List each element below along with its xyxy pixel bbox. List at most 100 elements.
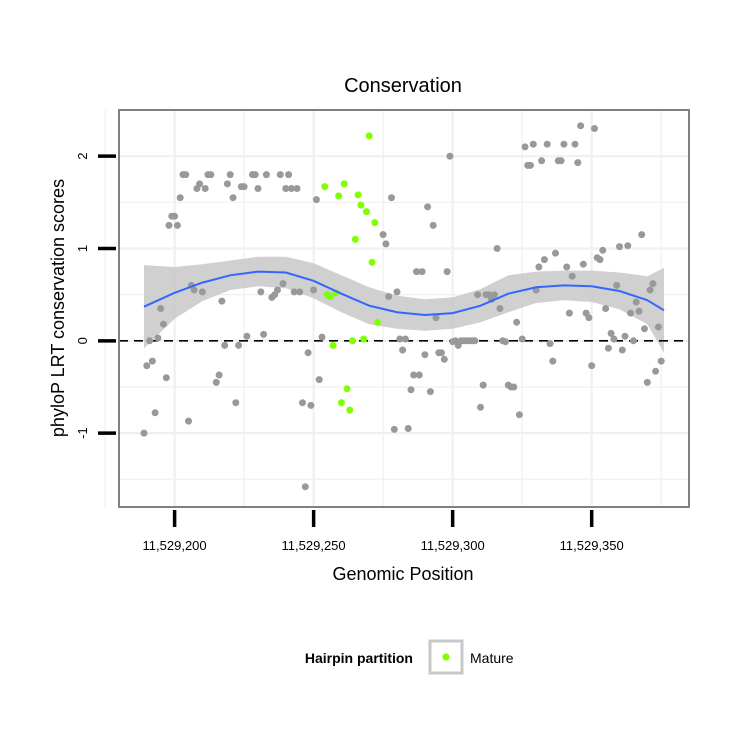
gray-point-30	[226, 171, 234, 179]
gray-point-152	[629, 337, 637, 345]
gray-point-51	[290, 288, 298, 296]
gray-point-71	[404, 425, 412, 432]
mature-point-11	[351, 235, 359, 243]
mature-point-2	[326, 293, 334, 300]
gray-point-57	[307, 401, 315, 409]
mature-point-14	[360, 335, 368, 343]
gray-point-98	[479, 381, 487, 389]
gray-point-54	[299, 399, 306, 407]
gray-point-123	[549, 357, 557, 365]
gray-point-63	[382, 240, 390, 248]
gray-point-151	[627, 309, 635, 317]
gray-point-67	[393, 288, 401, 296]
gray-point-77	[421, 351, 429, 359]
gray-point-103	[493, 245, 501, 252]
x-tick-label-1: 11,529,250	[282, 538, 346, 553]
gray-point-146	[613, 281, 621, 289]
gray-point-0	[140, 429, 148, 437]
gray-point-48	[282, 185, 290, 192]
gray-point-65	[388, 194, 395, 202]
gray-point-64	[385, 293, 393, 300]
legend-title: Hairpin partition	[305, 650, 413, 666]
gray-point-127	[560, 140, 568, 148]
gray-point-28	[221, 341, 229, 349]
mature-point-10	[349, 337, 357, 345]
gray-point-6	[157, 305, 165, 312]
grid-lines	[104, 109, 689, 507]
gray-point-149	[621, 332, 629, 340]
gray-point-80	[429, 221, 437, 229]
chart-title: Conservation	[344, 75, 462, 97]
gray-point-68	[396, 335, 404, 343]
gray-point-22	[201, 185, 209, 192]
gray-point-52	[293, 185, 301, 192]
gray-point-33	[235, 341, 243, 349]
confidence-band	[144, 256, 664, 353]
mature-point-16	[365, 132, 373, 140]
gray-point-29	[223, 180, 231, 188]
gray-point-162	[657, 357, 665, 365]
y-axis: -1 0 1 2	[75, 153, 116, 439]
gray-point-97	[477, 403, 484, 411]
mature-point-12	[354, 191, 362, 199]
gray-point-130	[568, 272, 576, 280]
gray-point-126	[557, 157, 565, 165]
gray-point-59	[312, 196, 320, 204]
mature-point-17	[368, 258, 376, 266]
gray-point-157	[643, 378, 651, 386]
gray-point-133	[577, 122, 585, 130]
x-axis: 11,529,200 11,529,250 11,529,300 11,529,350	[143, 510, 624, 553]
gray-point-16	[185, 417, 192, 425]
gray-point-131	[571, 140, 579, 148]
x-tick-label-0: 11,529,200	[143, 538, 207, 553]
gray-point-53	[296, 288, 304, 296]
gray-point-41	[260, 330, 268, 338]
gray-point-144	[607, 329, 615, 337]
gray-point-75	[415, 371, 423, 379]
y-axis-title: phyloP LRT conservation scores	[48, 179, 68, 437]
gray-point-156	[641, 325, 648, 333]
gray-point-129	[565, 309, 573, 317]
gray-point-121	[543, 140, 551, 148]
gray-point-46	[276, 171, 284, 179]
gray-point-20	[196, 180, 204, 188]
gray-point-96	[474, 291, 482, 299]
gray-point-11	[171, 212, 179, 220]
gray-point-27	[218, 297, 226, 305]
mature-point-3	[329, 341, 337, 349]
gray-point-147	[616, 243, 623, 251]
gray-point-154	[635, 307, 643, 315]
gray-point-74	[413, 268, 420, 276]
gray-point-137	[588, 362, 596, 370]
gray-point-47	[279, 280, 287, 288]
gray-point-56	[304, 349, 312, 357]
gray-point-120	[540, 256, 548, 264]
gray-point-155	[638, 231, 646, 239]
panel-border	[118, 109, 690, 508]
gray-point-55	[301, 483, 309, 491]
gray-point-32	[232, 399, 240, 407]
gray-point-138	[591, 125, 598, 132]
gray-point-60	[315, 376, 323, 384]
gray-point-86	[446, 152, 454, 160]
data-points	[140, 122, 665, 491]
mature-point-5	[335, 192, 343, 200]
gray-point-141	[599, 246, 607, 254]
gray-point-70	[401, 335, 409, 343]
gray-point-9	[165, 221, 173, 229]
gray-point-3	[148, 357, 156, 365]
gray-point-35	[240, 183, 248, 191]
gray-point-62	[379, 231, 387, 239]
gray-point-39	[254, 185, 262, 192]
gray-point-24	[207, 171, 215, 179]
gray-point-119	[538, 157, 546, 165]
legend-key-mature-point	[442, 653, 450, 661]
gray-point-110	[513, 318, 521, 326]
gray-point-8	[162, 374, 170, 382]
legend: Hairpin partition Mature	[305, 639, 514, 675]
gray-point-132	[574, 159, 582, 167]
gray-point-13	[176, 194, 184, 202]
gray-point-104	[496, 305, 504, 312]
gray-point-84	[440, 355, 448, 363]
gray-point-134	[579, 260, 587, 268]
